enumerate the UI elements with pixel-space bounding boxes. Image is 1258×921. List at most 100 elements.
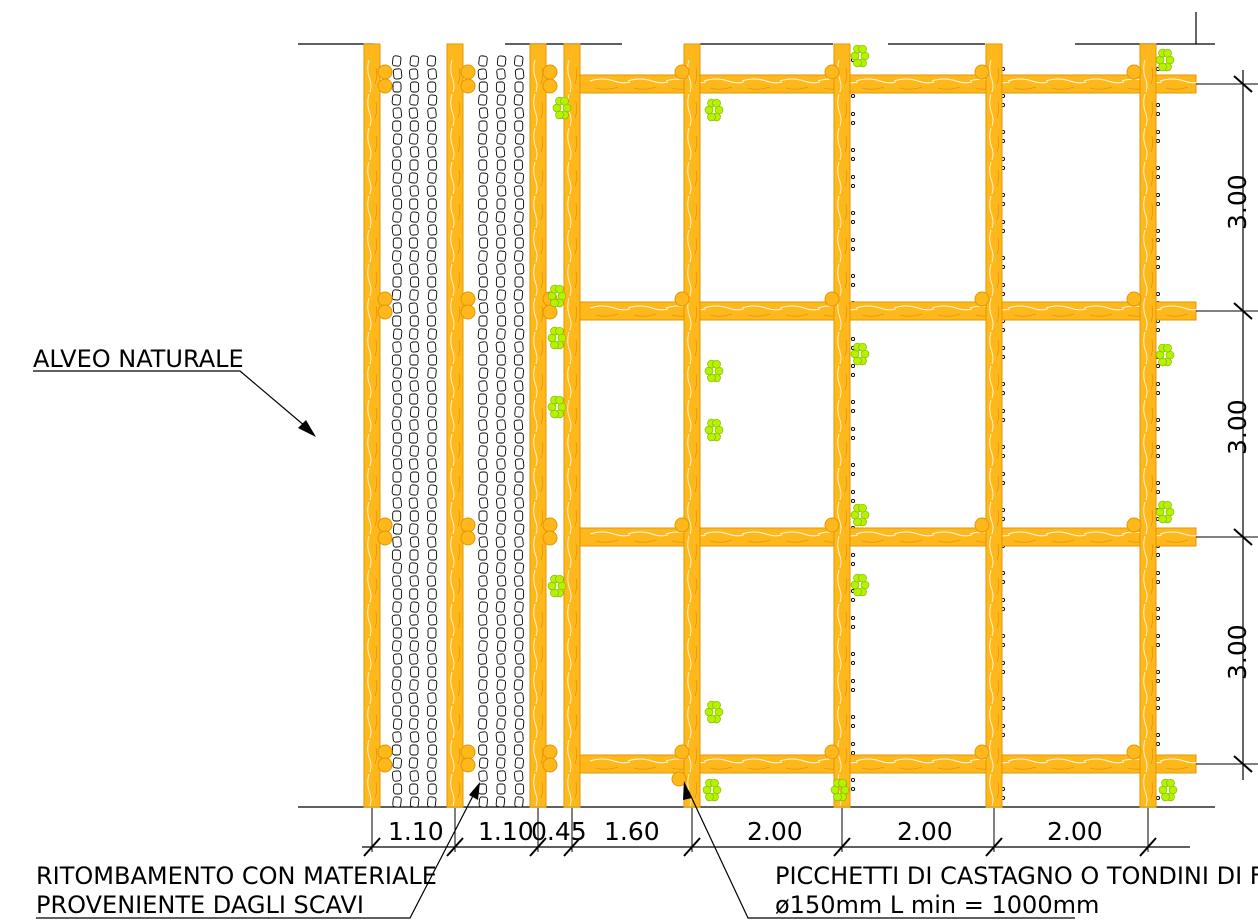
pebble <box>409 705 419 717</box>
pebble <box>427 81 437 93</box>
wood-grain <box>694 645 698 663</box>
pebble <box>479 627 489 639</box>
wood-grain <box>567 501 572 535</box>
wood-grain <box>1150 373 1154 391</box>
debris-mark <box>850 120 856 126</box>
vertical-log <box>363 43 381 808</box>
pebble <box>391 484 402 496</box>
wood-grain <box>574 543 578 561</box>
pebble <box>496 653 506 665</box>
debris-mark <box>850 552 856 558</box>
wood-grain <box>844 169 848 187</box>
pebble <box>478 172 489 184</box>
wood-grain <box>540 407 544 425</box>
wood-grain <box>574 101 578 119</box>
wood-grain <box>861 313 885 317</box>
vegetation-cluster <box>850 44 870 68</box>
dim-bottom-7: 2.00 <box>1047 817 1103 846</box>
vertical-log <box>563 43 581 808</box>
wood-grain <box>694 577 698 595</box>
wood-grain <box>574 271 578 289</box>
wood-grain <box>1150 407 1154 425</box>
stake <box>974 64 990 80</box>
stake <box>542 530 558 546</box>
wood-grain <box>533 705 538 739</box>
wood-grain <box>374 747 378 765</box>
debris-mark <box>1155 453 1161 459</box>
pebble <box>427 497 437 509</box>
wood-grain <box>533 399 538 433</box>
pebble <box>496 744 506 756</box>
pebble <box>409 198 419 210</box>
stake <box>377 757 393 773</box>
wood-grain <box>374 203 378 221</box>
wood-grain <box>367 467 372 501</box>
pebble <box>391 640 402 652</box>
stake <box>1126 744 1142 760</box>
pebble <box>392 276 402 288</box>
wood-grain <box>367 365 372 399</box>
wood-grain <box>457 101 461 119</box>
pebble <box>391 289 402 301</box>
debris-mark <box>850 93 856 99</box>
wood-grain <box>374 373 378 391</box>
wood-grain <box>1089 539 1113 543</box>
wood-grain <box>687 365 692 399</box>
wood-grain <box>837 365 842 399</box>
label-ritombamento-1: RITOMBAMENTO CON MATERIALE <box>36 862 437 890</box>
pebble <box>409 783 419 795</box>
wood-grain <box>844 67 848 85</box>
vertical-log <box>446 43 464 808</box>
wood-grain <box>779 531 821 537</box>
pebble <box>409 588 419 600</box>
stake <box>377 291 393 307</box>
stake <box>460 304 476 320</box>
wood-grain <box>567 739 572 773</box>
pebble <box>409 575 420 587</box>
wood-grain <box>779 78 821 84</box>
pebble <box>393 783 403 795</box>
pebble <box>478 705 488 717</box>
wood-grain <box>837 535 842 569</box>
wood-grain <box>450 93 455 127</box>
wood-grain <box>687 467 692 501</box>
wood-grain <box>687 297 692 331</box>
wood-grain <box>893 531 935 537</box>
wood-grain <box>837 59 842 93</box>
pebble <box>409 406 420 418</box>
debris-mark <box>1155 606 1161 612</box>
wood-grain <box>1150 509 1154 527</box>
wood-grain <box>694 237 698 255</box>
pebble <box>478 497 489 509</box>
pebble <box>392 146 402 158</box>
debris-mark <box>850 210 856 216</box>
pebble <box>392 523 403 535</box>
wood-grain <box>533 773 538 807</box>
wood-grain <box>540 645 544 663</box>
wood-grain <box>533 569 538 603</box>
wood-grain <box>989 331 994 365</box>
wood-grain <box>533 535 538 569</box>
leaf <box>555 284 564 294</box>
pebble <box>409 94 419 106</box>
stake <box>542 517 558 533</box>
wood-grain <box>533 671 538 705</box>
wood-grain <box>450 365 455 399</box>
pebble <box>392 731 402 743</box>
pebble <box>409 55 420 67</box>
pebble <box>515 783 525 795</box>
debris-mark <box>1155 417 1161 423</box>
stake <box>377 517 393 533</box>
leader-ritombamento <box>36 789 477 919</box>
pebble <box>391 679 402 691</box>
pebble <box>478 770 488 782</box>
wood-grain <box>450 501 455 535</box>
wood-grain <box>450 263 455 297</box>
dimension-tick <box>1233 75 1253 93</box>
wood-grain <box>567 569 572 603</box>
wood-grain <box>540 305 544 323</box>
pebble <box>495 367 506 379</box>
stake <box>671 771 687 787</box>
pebble <box>392 692 403 704</box>
pebble <box>426 510 436 522</box>
